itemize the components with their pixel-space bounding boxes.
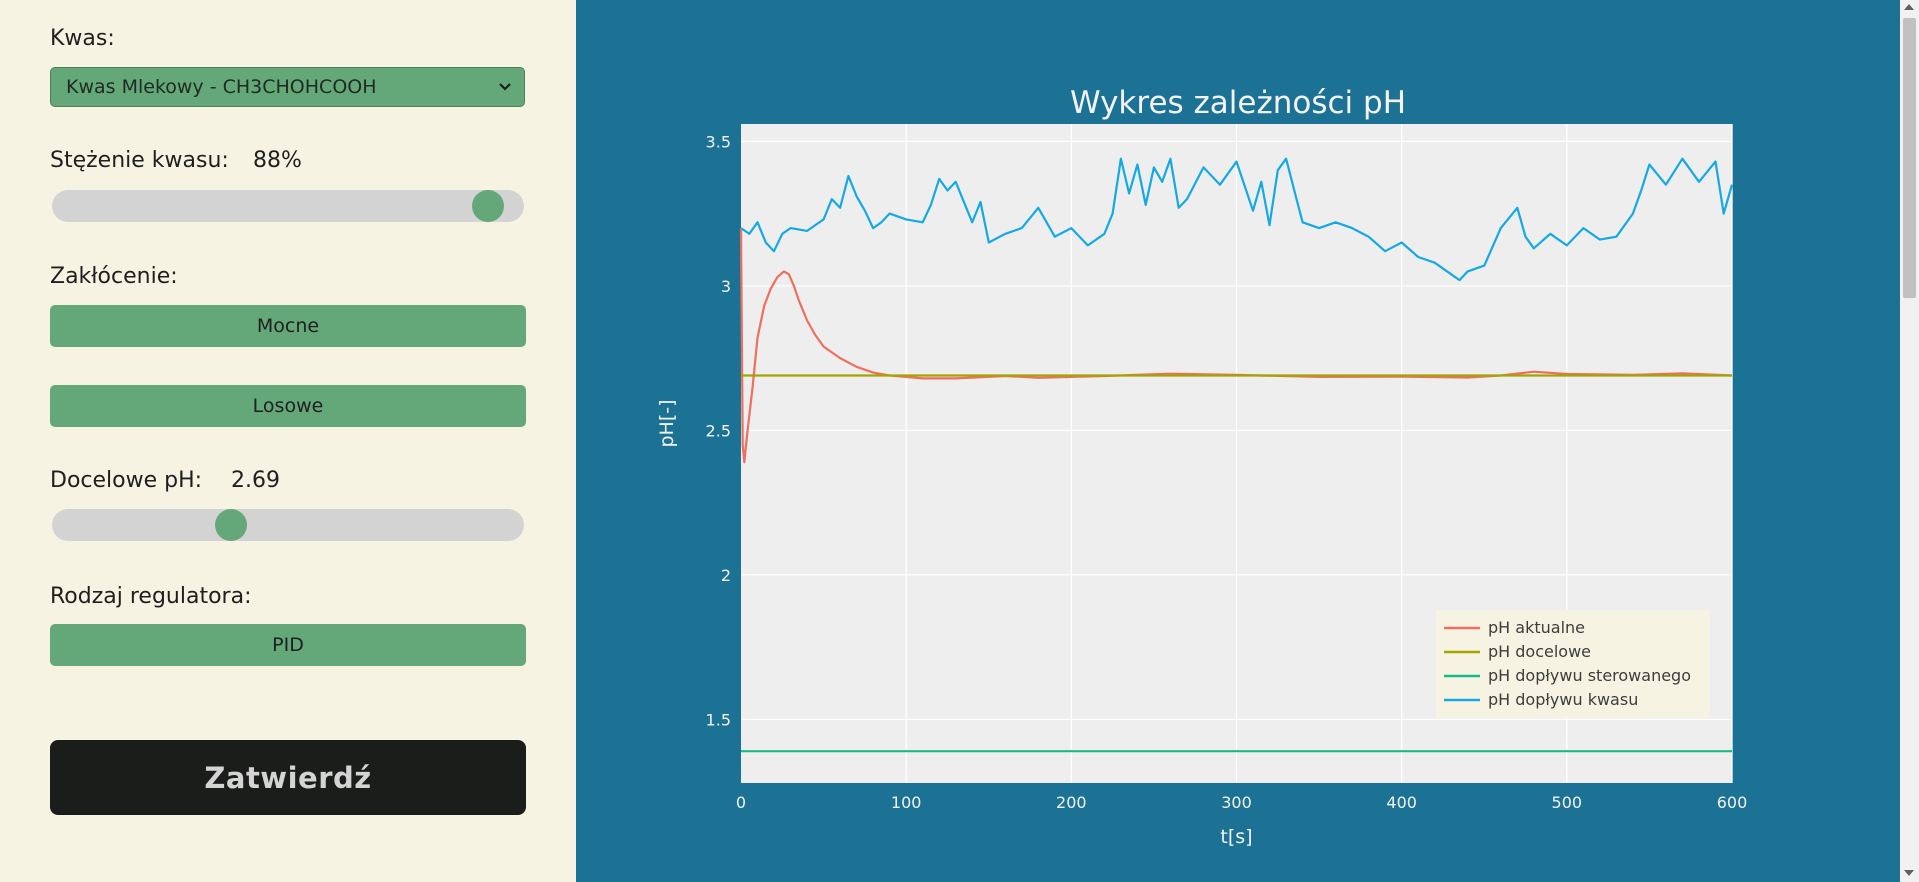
legend-entry: pH aktualne (1488, 618, 1585, 637)
concentration-slider[interactable] (52, 190, 524, 222)
scroll-up-arrow-icon[interactable] (1904, 4, 1914, 10)
x-tick-label: 600 (1717, 793, 1748, 812)
x-tick-label: 0 (736, 793, 746, 812)
y-tick-label: 3.5 (706, 132, 731, 151)
acid-select[interactable]: Kwas Mlekowy - CH3CHOHCOOH (50, 67, 525, 107)
legend-box (1436, 610, 1710, 718)
grid-lines (741, 124, 1733, 783)
x-tick-label: 500 (1552, 793, 1583, 812)
x-tick-label: 400 (1386, 793, 1417, 812)
y-tick-label: 2.5 (706, 421, 731, 440)
concentration-slider-thumb[interactable] (472, 190, 505, 222)
y-axis-label: pH[-] (656, 399, 678, 447)
scroll-down-arrow-icon[interactable] (1904, 870, 1914, 876)
legend-entry: pH dopływu sterowanego (1488, 666, 1691, 685)
y-tick-label: 1.5 (706, 710, 731, 729)
disturbance-label: Zakłócenie: (50, 264, 178, 289)
submit-button[interactable]: Zatwierdź (50, 740, 526, 815)
chevron-down-icon (499, 83, 511, 91)
x-tick-label: 100 (891, 793, 922, 812)
chart-title: Wykres zależności pH (1070, 85, 1406, 121)
series-line-0 (739, 228, 1733, 464)
target-ph-value: 2.69 (231, 468, 280, 493)
series-line-3 (740, 157, 1734, 282)
target-ph-slider-thumb[interactable] (214, 509, 247, 541)
controller-pid-button[interactable]: PID (50, 624, 526, 666)
y-tick-label: 2 (721, 566, 731, 585)
ph-chart: Wykres zależności pH 0 100 200 300 400 500 600… (656, 85, 1747, 848)
chart-legend: pH aktualne pH docelowe pH dopływu sterowa… (1436, 610, 1710, 718)
x-tick-label: 200 (1056, 793, 1087, 812)
target-ph-label: Docelowe pH: (50, 468, 203, 493)
disturbance-strong-button[interactable]: Mocne (50, 305, 526, 347)
scrollbar-thumb[interactable] (1903, 18, 1916, 298)
acid-label: Kwas: (50, 26, 115, 51)
legend-entry: pH docelowe (1488, 642, 1591, 661)
x-axis-ticks: 0 100 200 300 400 500 600 (736, 793, 1747, 812)
target-ph-slider[interactable] (52, 509, 524, 541)
page-scrollbar[interactable] (1900, 0, 1919, 882)
x-tick-label: 300 (1221, 793, 1252, 812)
series-lines (739, 157, 1734, 753)
control-sidebar: Kwas: Kwas Mlekowy - CH3CHOHCOOH Stężeni… (0, 0, 576, 882)
x-axis-label: t[s] (1220, 826, 1252, 848)
y-tick-label: 3 (721, 277, 731, 296)
disturbance-random-button[interactable]: Losowe (50, 385, 526, 427)
concentration-value: 88% (253, 148, 302, 173)
y-axis-ticks: 1.5 2 2.5 3 3.5 (706, 132, 731, 729)
legend-entry: pH dopływu kwasu (1488, 690, 1638, 709)
concentration-label: Stężenie kwasu: (50, 148, 229, 173)
acid-select-value: Kwas Mlekowy - CH3CHOHCOOH (66, 76, 377, 98)
controller-type-label: Rodzaj regulatora: (50, 584, 252, 609)
